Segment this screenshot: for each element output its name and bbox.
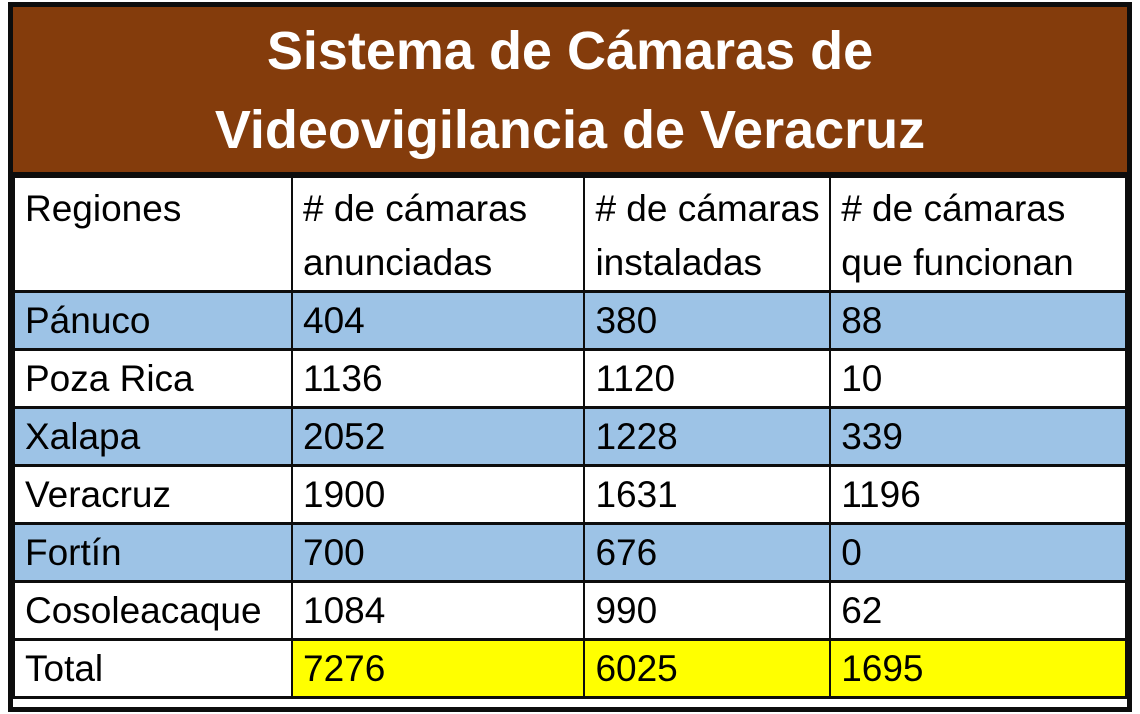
table-row-poza-rica: Poza Rica 1136 1120 10 bbox=[13, 348, 1127, 409]
value-cell: 1228 bbox=[583, 406, 832, 467]
table-title-line2: Videovigilancia de Veracruz bbox=[214, 100, 926, 160]
table-row-panuco: Pánuco 404 380 88 bbox=[13, 290, 1127, 351]
value-cell: 404 bbox=[290, 290, 586, 351]
value-cell: 1631 bbox=[583, 464, 832, 525]
header-funcionan: # de cámaras que funcionan bbox=[829, 175, 1127, 293]
value-cell: 990 bbox=[583, 580, 832, 641]
region-cell: Fortín bbox=[13, 522, 293, 583]
table-row-total: Total 7276 6025 1695 bbox=[13, 638, 1127, 699]
value-cell: 380 bbox=[583, 290, 832, 351]
table-row-fortin: Fortín 700 676 0 bbox=[13, 522, 1127, 583]
header-instaladas: # de cámaras instaladas bbox=[583, 175, 832, 293]
value-cell: 0 bbox=[829, 522, 1127, 583]
region-cell: Poza Rica bbox=[13, 348, 293, 409]
table-row-cosoleacaque: Cosoleacaque 1084 990 62 bbox=[13, 580, 1127, 641]
region-cell: Xalapa bbox=[13, 406, 293, 467]
value-cell: 2052 bbox=[290, 406, 586, 467]
total-value-cell: 7276 bbox=[290, 638, 586, 699]
value-cell: 1120 bbox=[583, 348, 832, 409]
total-value-cell: 6025 bbox=[583, 638, 832, 699]
region-cell: Veracruz bbox=[13, 464, 293, 525]
value-cell: 700 bbox=[290, 522, 586, 583]
table-row-xalapa: Xalapa 2052 1228 339 bbox=[13, 406, 1127, 467]
region-cell: Pánuco bbox=[13, 290, 293, 351]
value-cell: 1900 bbox=[290, 464, 586, 525]
header-anunciadas: # de cámaras anunciadas bbox=[290, 175, 586, 293]
value-cell: 10 bbox=[829, 348, 1127, 409]
table-row-veracruz: Veracruz 1900 1631 1196 bbox=[13, 464, 1127, 525]
value-cell: 1196 bbox=[829, 464, 1127, 525]
table-title: Sistema de Cámaras de Videovigilancia de… bbox=[13, 7, 1127, 175]
table-frame: Sistema de Cámaras de Videovigilancia de… bbox=[8, 2, 1132, 712]
total-value-cell: 1695 bbox=[829, 638, 1127, 699]
table-title-line1: Sistema de Cámaras de bbox=[266, 21, 874, 81]
value-cell: 1136 bbox=[290, 348, 586, 409]
value-cell: 1084 bbox=[290, 580, 586, 641]
region-cell: Cosoleacaque bbox=[13, 580, 293, 641]
value-cell: 88 bbox=[829, 290, 1127, 351]
data-table: Regiones # de cámaras anunciadas # de cá… bbox=[13, 175, 1127, 699]
header-regiones: Regiones bbox=[13, 175, 293, 293]
value-cell: 62 bbox=[829, 580, 1127, 641]
total-label-cell: Total bbox=[13, 638, 293, 699]
header-row: Regiones # de cámaras anunciadas # de cá… bbox=[13, 175, 1127, 293]
value-cell: 676 bbox=[583, 522, 832, 583]
value-cell: 339 bbox=[829, 406, 1127, 467]
